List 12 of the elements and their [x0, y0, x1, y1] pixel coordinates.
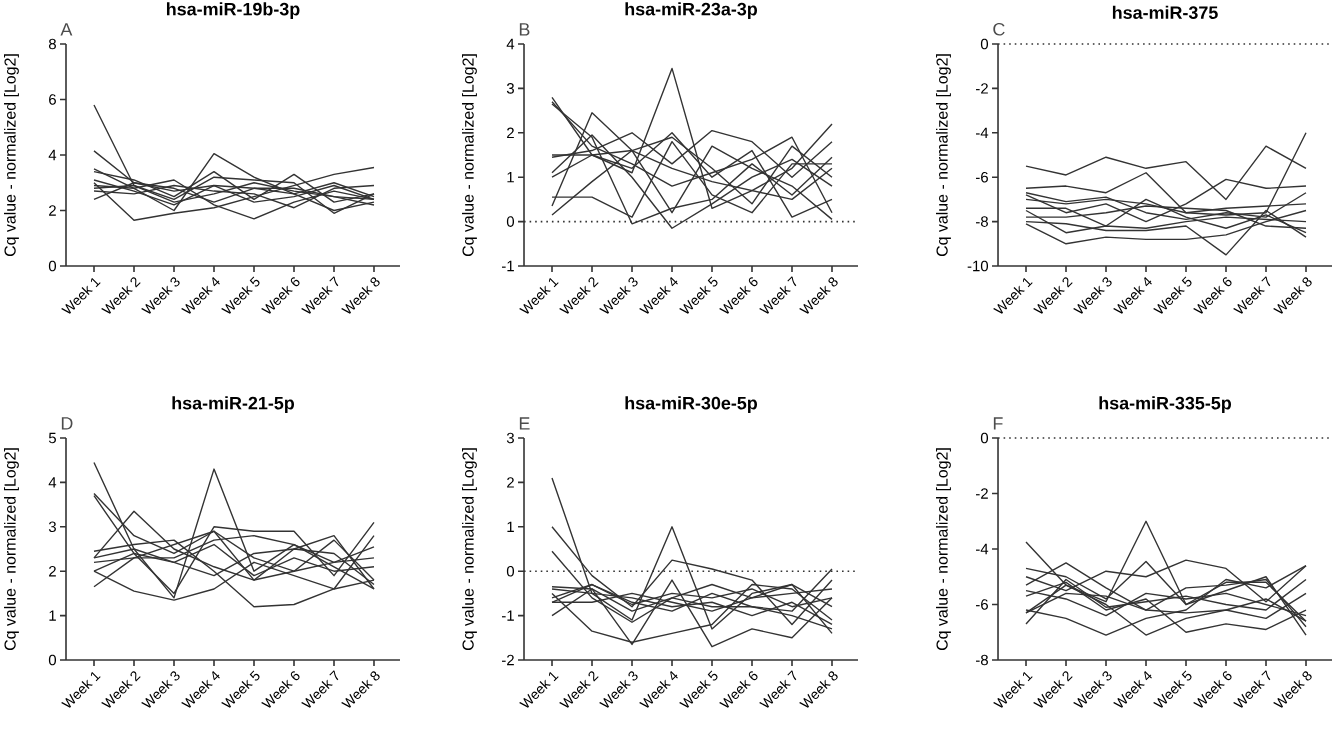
text: E — [519, 417, 530, 430]
text: C — [993, 22, 1005, 36]
chart-title: hsa-miR-375 — [1112, 5, 1218, 19]
text: F — [993, 417, 1003, 430]
chart-title: hsa-miR-21-5p — [172, 396, 295, 414]
chart-title: hsa-miR-30e-5p — [625, 396, 758, 414]
text: A — [60, 23, 73, 36]
text: D — [61, 417, 73, 430]
chart-title: hsa-miR-19b-3p — [166, 2, 300, 19]
chart-title: hsa-miR-335-5p — [1099, 396, 1232, 413]
text: B — [519, 23, 530, 36]
chart-title: hsa-miR-23a-3p — [625, 2, 758, 19]
